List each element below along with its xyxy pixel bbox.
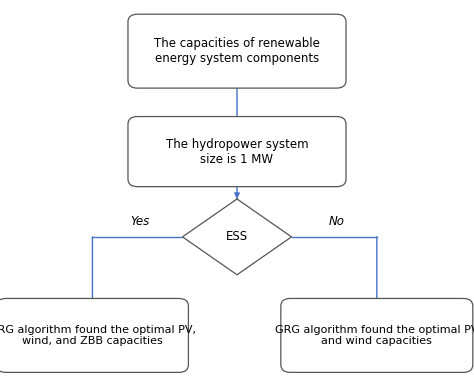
Text: No: No bbox=[328, 215, 345, 228]
Text: GRG algorithm found the optimal PV,
wind, and ZBB capacities: GRG algorithm found the optimal PV, wind… bbox=[0, 325, 196, 346]
FancyBboxPatch shape bbox=[0, 299, 188, 372]
FancyBboxPatch shape bbox=[281, 299, 473, 372]
Text: ESS: ESS bbox=[226, 230, 248, 243]
Text: The capacities of renewable
energy system components: The capacities of renewable energy syste… bbox=[154, 37, 320, 65]
Text: GRG algorithm found the optimal PV
and wind capacities: GRG algorithm found the optimal PV and w… bbox=[275, 325, 474, 346]
FancyBboxPatch shape bbox=[128, 117, 346, 187]
FancyBboxPatch shape bbox=[128, 14, 346, 88]
Text: Yes: Yes bbox=[130, 215, 149, 228]
Polygon shape bbox=[182, 199, 292, 275]
Text: The hydropower system
size is 1 MW: The hydropower system size is 1 MW bbox=[166, 138, 308, 166]
